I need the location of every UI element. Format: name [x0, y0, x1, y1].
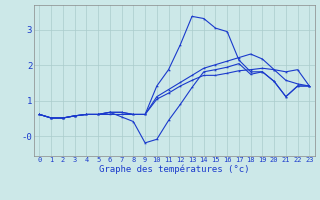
X-axis label: Graphe des températures (°c): Graphe des températures (°c)	[99, 165, 250, 174]
